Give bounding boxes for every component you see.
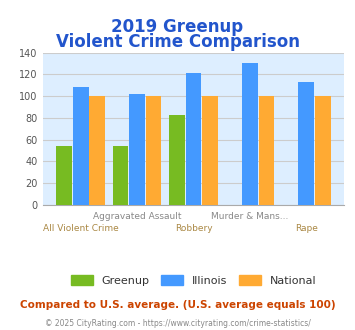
Bar — [186, 73, 201, 205]
Bar — [299, 82, 314, 205]
Bar — [89, 96, 105, 205]
Text: Rape: Rape — [295, 224, 318, 233]
Bar — [258, 96, 274, 205]
Text: Aggravated Assault: Aggravated Assault — [93, 212, 181, 221]
Text: All Violent Crime: All Violent Crime — [43, 224, 119, 233]
Text: Violent Crime Comparison: Violent Crime Comparison — [55, 33, 300, 51]
Bar — [113, 146, 129, 205]
Bar — [129, 94, 145, 205]
Text: Compared to U.S. average. (U.S. average equals 100): Compared to U.S. average. (U.S. average … — [20, 300, 335, 310]
Bar — [315, 96, 331, 205]
Bar — [242, 63, 258, 205]
Bar — [56, 146, 72, 205]
Text: 2019 Greenup: 2019 Greenup — [111, 18, 244, 36]
Bar — [202, 96, 218, 205]
Bar — [73, 87, 88, 205]
Bar — [146, 96, 162, 205]
Text: Robbery: Robbery — [175, 224, 212, 233]
Text: © 2025 CityRating.com - https://www.cityrating.com/crime-statistics/: © 2025 CityRating.com - https://www.city… — [45, 319, 310, 328]
Text: Murder & Mans...: Murder & Mans... — [211, 212, 289, 221]
Legend: Greenup, Illinois, National: Greenup, Illinois, National — [66, 271, 321, 290]
Bar — [169, 115, 185, 205]
